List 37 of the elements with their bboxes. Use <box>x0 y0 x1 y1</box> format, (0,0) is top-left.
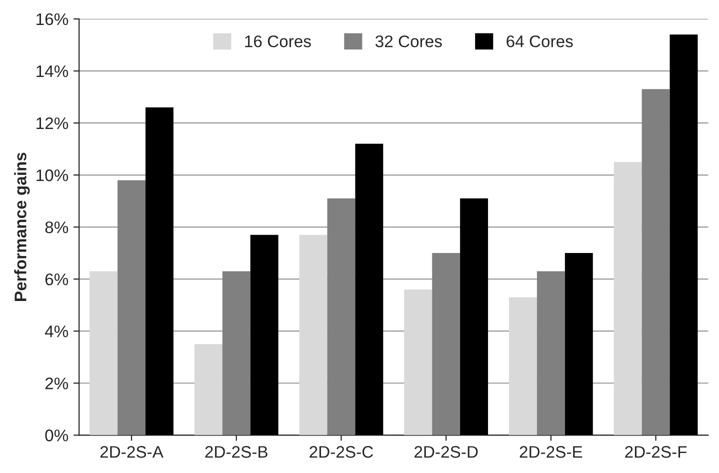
legend-label: 16 Cores <box>245 35 311 48</box>
bar <box>194 344 222 436</box>
x-tick-label: 2D-2S-C <box>310 446 374 458</box>
x-tick-label: 2D-2S-A <box>100 446 164 458</box>
bar <box>670 34 698 436</box>
x-tick-label: 2D-2S-E <box>520 446 582 458</box>
bar <box>460 198 488 436</box>
y-tick-label: 12% <box>36 117 68 130</box>
bar <box>642 89 670 436</box>
y-tick-label: 6% <box>45 273 68 286</box>
bar <box>90 271 118 436</box>
bar <box>614 162 642 436</box>
y-tick-label: 8% <box>45 221 68 234</box>
bar <box>146 107 174 436</box>
y-tick-label: 2% <box>45 378 68 390</box>
bar <box>222 271 250 436</box>
y-tick-label: 0% <box>45 430 68 442</box>
bar <box>404 289 432 436</box>
bar <box>327 198 356 436</box>
legend-label: 64 Cores <box>506 35 573 48</box>
y-tick-label: 16% <box>36 13 68 26</box>
x-tick-label: 2D-2S-B <box>205 446 268 458</box>
y-tick-label: 14% <box>36 65 68 78</box>
y-tick-label: 4% <box>44 326 68 338</box>
x-tick-label: 2D-2S-D <box>414 446 478 458</box>
bar <box>299 234 328 436</box>
bar <box>564 253 593 436</box>
bar <box>355 144 384 436</box>
y-tick-label: 10% <box>36 169 68 182</box>
legend-label: 32 Cores <box>375 35 442 48</box>
bar <box>536 271 565 436</box>
bar <box>508 297 537 436</box>
bar <box>250 234 278 436</box>
y-axis-title: Performance gains <box>14 152 30 301</box>
bar <box>118 180 146 436</box>
x-tick-label: 2D-2S-F <box>625 446 687 458</box>
bar <box>432 253 460 436</box>
